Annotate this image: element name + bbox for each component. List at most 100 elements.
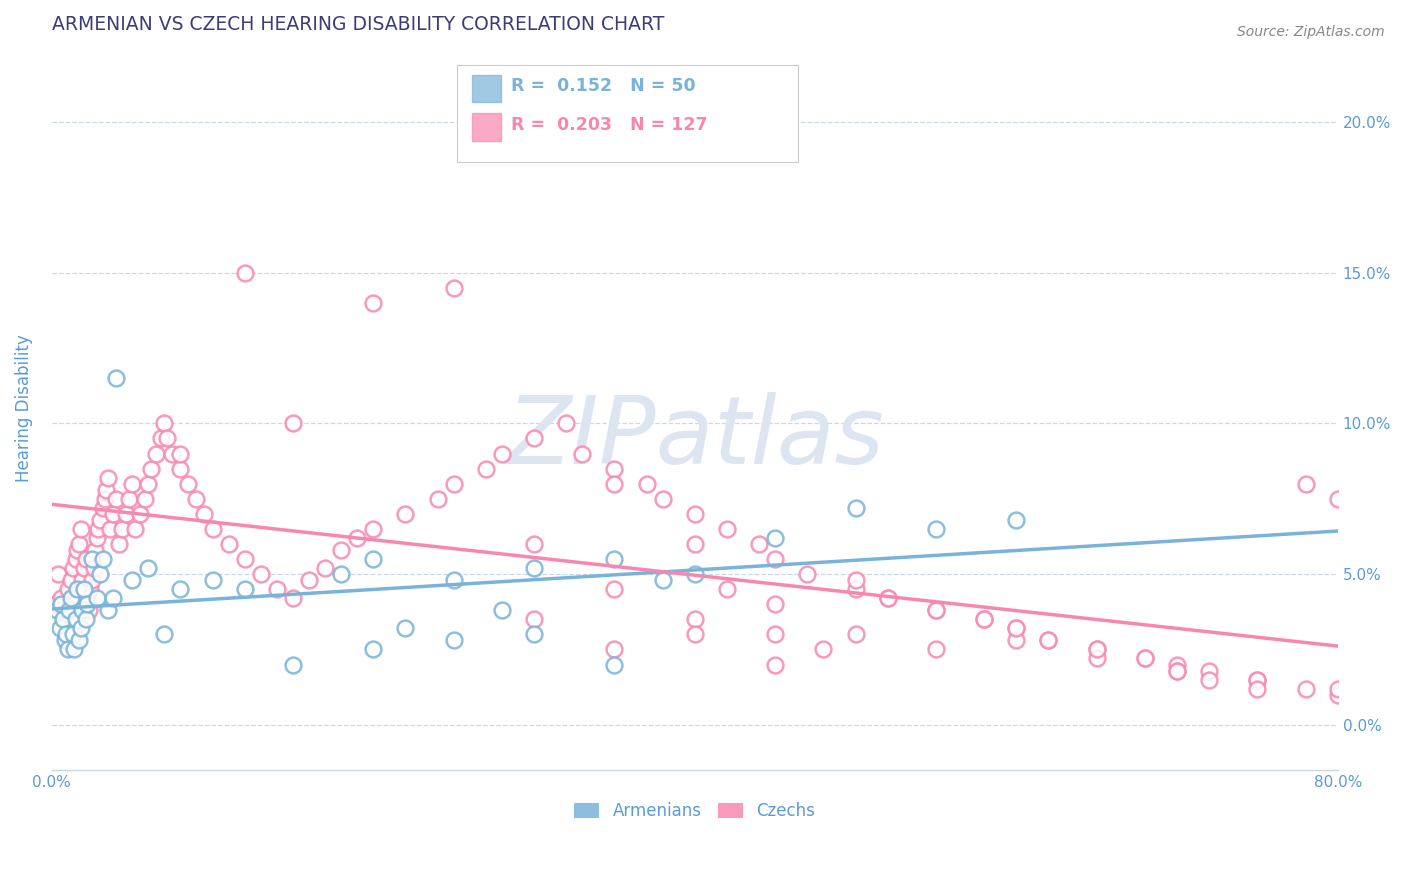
Point bbox=[72, 603, 94, 617]
Point bbox=[603, 642, 626, 657]
Point bbox=[443, 633, 465, 648]
Point bbox=[201, 573, 224, 587]
Point bbox=[763, 627, 786, 641]
Point bbox=[683, 507, 706, 521]
Point bbox=[716, 582, 738, 596]
Point bbox=[925, 603, 948, 617]
Point bbox=[844, 627, 866, 641]
Point bbox=[98, 522, 121, 536]
Point bbox=[153, 627, 176, 641]
Point bbox=[193, 507, 215, 521]
Point bbox=[233, 266, 256, 280]
Point bbox=[475, 461, 498, 475]
Point bbox=[603, 657, 626, 672]
Point bbox=[89, 513, 111, 527]
Point bbox=[1246, 673, 1268, 687]
Point bbox=[105, 491, 128, 506]
Point bbox=[65, 552, 87, 566]
Point bbox=[1005, 513, 1028, 527]
Point bbox=[73, 582, 96, 596]
Point bbox=[330, 543, 353, 558]
Point bbox=[1038, 633, 1060, 648]
Point bbox=[314, 561, 336, 575]
Point bbox=[1326, 681, 1348, 696]
Point bbox=[973, 612, 995, 626]
Point bbox=[76, 597, 98, 611]
Legend: Armenians, Czechs: Armenians, Czechs bbox=[568, 796, 823, 827]
Point bbox=[62, 627, 84, 641]
Point bbox=[796, 567, 818, 582]
Point bbox=[1166, 664, 1188, 678]
Point bbox=[683, 612, 706, 626]
Point bbox=[101, 507, 124, 521]
Point bbox=[763, 657, 786, 672]
Point bbox=[101, 591, 124, 606]
Point bbox=[87, 522, 110, 536]
Point bbox=[55, 627, 77, 641]
Point bbox=[233, 552, 256, 566]
Point bbox=[177, 476, 200, 491]
Point bbox=[1133, 651, 1156, 665]
Point bbox=[491, 603, 513, 617]
Point bbox=[169, 446, 191, 460]
Point bbox=[1166, 657, 1188, 672]
FancyBboxPatch shape bbox=[472, 75, 501, 103]
Point bbox=[111, 522, 134, 536]
Point bbox=[53, 633, 76, 648]
Point bbox=[77, 603, 100, 617]
Point bbox=[69, 522, 91, 536]
Point bbox=[1085, 642, 1108, 657]
Point bbox=[86, 591, 108, 606]
Point bbox=[72, 573, 94, 587]
FancyBboxPatch shape bbox=[472, 113, 501, 141]
Point bbox=[45, 603, 67, 617]
Point bbox=[121, 476, 143, 491]
Text: Source: ZipAtlas.com: Source: ZipAtlas.com bbox=[1237, 25, 1385, 39]
Point bbox=[52, 612, 75, 626]
Point bbox=[105, 371, 128, 385]
Point bbox=[813, 642, 835, 657]
FancyBboxPatch shape bbox=[457, 65, 797, 162]
Point bbox=[555, 417, 578, 431]
Point bbox=[156, 432, 179, 446]
Point bbox=[1198, 673, 1220, 687]
Point bbox=[636, 476, 658, 491]
Point bbox=[523, 537, 546, 551]
Text: R =  0.203   N = 127: R = 0.203 N = 127 bbox=[510, 116, 707, 134]
Point bbox=[94, 491, 117, 506]
Point bbox=[651, 491, 673, 506]
Point bbox=[1085, 651, 1108, 665]
Point bbox=[51, 591, 73, 606]
Point bbox=[60, 573, 83, 587]
Point bbox=[186, 491, 208, 506]
Point bbox=[97, 603, 120, 617]
Point bbox=[523, 432, 546, 446]
Point bbox=[150, 432, 173, 446]
Point bbox=[80, 573, 103, 587]
Point bbox=[683, 567, 706, 582]
Point bbox=[346, 531, 368, 545]
Point bbox=[603, 582, 626, 596]
Point bbox=[121, 573, 143, 587]
Point bbox=[136, 476, 159, 491]
Point bbox=[249, 567, 271, 582]
Point bbox=[108, 537, 131, 551]
Point bbox=[603, 461, 626, 475]
Point bbox=[925, 522, 948, 536]
Point bbox=[426, 491, 449, 506]
Point bbox=[76, 591, 98, 606]
Point bbox=[571, 446, 593, 460]
Point bbox=[603, 552, 626, 566]
Point bbox=[763, 552, 786, 566]
Point bbox=[233, 582, 256, 596]
Point bbox=[49, 621, 72, 635]
Point bbox=[129, 507, 152, 521]
Point bbox=[91, 500, 114, 515]
Point bbox=[67, 537, 90, 551]
Point bbox=[876, 591, 898, 606]
Point bbox=[153, 417, 176, 431]
Point bbox=[80, 552, 103, 566]
Point bbox=[443, 281, 465, 295]
Point bbox=[1246, 673, 1268, 687]
Text: ZIPatlas: ZIPatlas bbox=[506, 392, 884, 483]
